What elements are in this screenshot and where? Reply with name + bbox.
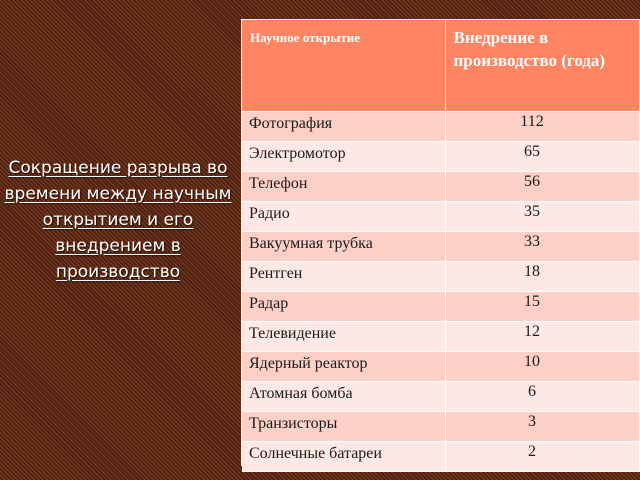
table-row: Транзисторы 3 <box>242 411 640 442</box>
discovery-cell: Вакуумная трубка <box>242 231 446 262</box>
discovery-name: Телефон <box>249 175 308 192</box>
table-row: Солнечные батареи 2 <box>242 441 640 472</box>
table-row: Радио 35 <box>242 201 640 232</box>
years-value: 10 <box>524 353 540 370</box>
years-value: 6 <box>528 383 536 400</box>
years-cell: 18 <box>445 261 640 292</box>
table-row: Радар 15 <box>242 291 640 322</box>
discovery-cell: Солнечные батареи <box>242 441 446 472</box>
years-cell: 3 <box>445 411 640 442</box>
years-value: 35 <box>524 203 540 220</box>
years-cell: 2 <box>445 441 640 472</box>
discovery-name: Электромотор <box>249 145 346 162</box>
discovery-name: Ядерный реактор <box>249 355 368 372</box>
table-row: Вакуумная трубка 33 <box>242 231 640 262</box>
discovery-cell: Телефон <box>242 171 446 202</box>
header-discovery: Научное открытие <box>242 20 446 112</box>
years-value: 56 <box>524 173 540 190</box>
discovery-table: Научное открытие Внедрение в производств… <box>241 19 640 472</box>
years-cell: 15 <box>445 291 640 322</box>
discovery-cell: Атомная бомба <box>242 381 446 412</box>
table-row: Телефон 56 <box>242 171 640 202</box>
header-years: Внедрение в производство (года) <box>445 20 640 112</box>
discovery-name: Радар <box>249 295 289 312</box>
years-value: 3 <box>528 413 536 430</box>
discovery-cell: Телевидение <box>242 321 446 352</box>
years-value: 65 <box>524 143 540 160</box>
discovery-name: Атомная бомба <box>249 385 353 402</box>
discovery-name: Телевидение <box>249 325 336 342</box>
discovery-cell: Транзисторы <box>242 411 446 442</box>
table-row: Рентген 18 <box>242 261 640 292</box>
discovery-name: Солнечные батареи <box>249 445 382 462</box>
years-cell: 12 <box>445 321 640 352</box>
discovery-cell: Ядерный реактор <box>242 351 446 382</box>
years-value: 12 <box>524 323 540 340</box>
years-cell: 56 <box>445 171 640 202</box>
discovery-name: Рентген <box>249 265 303 282</box>
discovery-name: Радио <box>249 205 290 222</box>
discovery-name: Транзисторы <box>249 415 338 432</box>
years-cell: 33 <box>445 231 640 262</box>
years-cell: 35 <box>445 201 640 232</box>
years-value: 15 <box>524 293 540 310</box>
years-value: 18 <box>524 263 540 280</box>
slide-caption: Сокращение разрыва во времени между науч… <box>4 158 232 282</box>
table-row: Электромотор 65 <box>242 141 640 172</box>
years-value: 2 <box>528 443 536 460</box>
table-row: Атомная бомба 6 <box>242 381 640 412</box>
discovery-name: Фотография <box>249 115 333 132</box>
discovery-cell: Фотография <box>242 111 446 142</box>
years-cell: 112 <box>445 111 640 142</box>
years-value: 33 <box>524 233 540 250</box>
discovery-cell: Электромотор <box>242 141 446 172</box>
discovery-name: Вакуумная трубка <box>249 235 373 252</box>
table-row: Телевидение 12 <box>242 321 640 352</box>
years-cell: 65 <box>445 141 640 172</box>
discovery-cell: Радио <box>242 201 446 232</box>
discovery-cell: Радар <box>242 291 446 322</box>
table-row: Фотография 112 <box>242 111 640 142</box>
years-cell: 10 <box>445 351 640 382</box>
years-value: 112 <box>520 113 544 130</box>
years-cell: 6 <box>445 381 640 412</box>
table-row: Ядерный реактор 10 <box>242 351 640 382</box>
discovery-cell: Рентген <box>242 261 446 292</box>
